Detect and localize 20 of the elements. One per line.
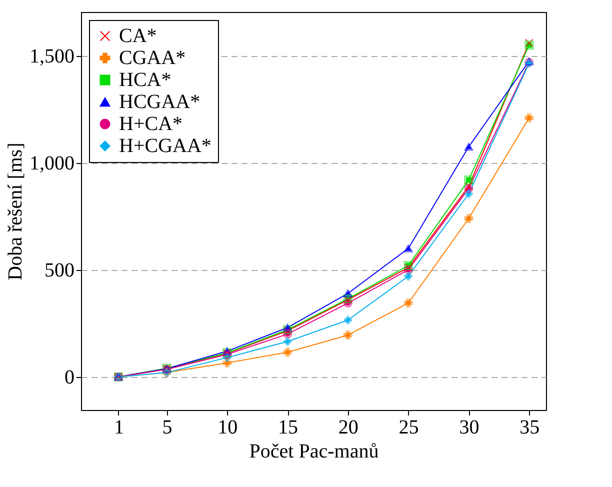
x-axis-title: Počet Pac-manů xyxy=(249,440,379,462)
x-tick-label: 15 xyxy=(278,416,298,438)
legend-label: CGAA* xyxy=(119,47,186,69)
legend-label: HCGAA* xyxy=(119,91,200,113)
x-tick-label: 1 xyxy=(114,416,124,438)
x-tick-label: 5 xyxy=(162,416,172,438)
y-axis-title: Doba řešení [ms] xyxy=(4,142,26,280)
x-tick-label: 25 xyxy=(398,416,419,438)
y-tick-label: 1,000 xyxy=(30,152,74,174)
legend-label: H+CGAA* xyxy=(119,135,212,157)
y-tick-label: 0 xyxy=(64,366,74,388)
legend-label: CA* xyxy=(119,25,157,47)
x-tick-label: 10 xyxy=(218,416,238,438)
y-tick-label: 1,500 xyxy=(30,45,74,68)
y-tick-label: 500 xyxy=(44,259,74,282)
legend-label: H+CA* xyxy=(119,113,183,135)
x-tick-label: 30 xyxy=(459,416,480,438)
legend-label: HCA* xyxy=(119,69,172,91)
x-tick-label: 20 xyxy=(338,416,358,438)
x-tick-label: 35 xyxy=(520,416,540,438)
